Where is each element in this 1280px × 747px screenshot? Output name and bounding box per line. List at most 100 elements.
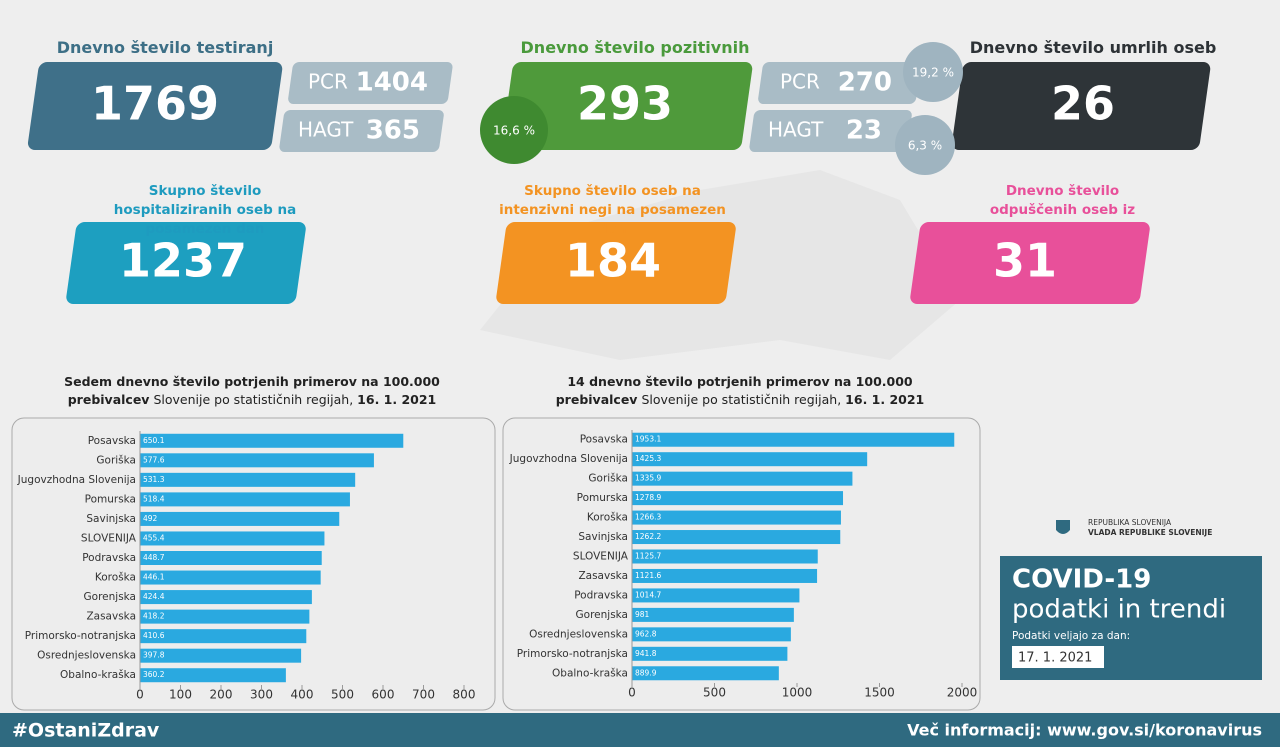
title-rest: Slovenije po statističnih regijah, [641, 392, 842, 407]
bar [140, 472, 356, 487]
share: 6,3 % [908, 139, 942, 153]
label: PCR [308, 70, 348, 94]
logo-text: REPUBLIKA SLOVENIJA [1088, 518, 1172, 527]
card [758, 62, 921, 104]
card-title: Dnevno število testiranj [56, 38, 274, 57]
label: HAGT [298, 118, 354, 142]
card-title: Dnevno število pozitivnih [520, 38, 750, 57]
value-label: 455.4 [143, 533, 165, 542]
bar [632, 471, 853, 486]
card-title: Dnevno število odpuščenih oseb iz bolniš… [989, 183, 1136, 237]
x-tick-label: 0 [628, 686, 636, 700]
category-label: Osrednjeslovenska [37, 650, 136, 662]
category-label: Osrednjeslovenska [529, 628, 628, 640]
share: 19,2 % [912, 66, 954, 80]
title-date: 16. 1. 2021 [845, 392, 925, 407]
value-label: 889.9 [635, 668, 657, 677]
value-label: 1953.1 [635, 435, 661, 444]
share-circle [903, 42, 963, 102]
category-label: Pomurska [85, 493, 136, 505]
bar [140, 433, 404, 448]
value-label: 1278.9 [635, 493, 661, 502]
bar [632, 646, 788, 661]
x-tick-label: 200 [210, 688, 233, 702]
value: 293 [577, 77, 673, 131]
card [288, 62, 453, 104]
category-label: Primorsko-notranjska [517, 648, 628, 660]
category-label: SLOVENIJA [573, 551, 629, 563]
value: 26 [1051, 77, 1115, 131]
bar [140, 590, 312, 605]
value-label: 1266.3 [635, 513, 661, 522]
x-tick-label: 2000 [947, 686, 978, 700]
x-tick-label: 500 [703, 686, 726, 700]
category-label: Goriška [588, 473, 628, 485]
bar [632, 491, 844, 506]
category-label: Primorsko-notranjska [25, 630, 136, 642]
chart-frame [502, 417, 981, 711]
logo-text: VLADA REPUBLIKE SLOVENIJE [1088, 528, 1212, 537]
card [910, 222, 1150, 304]
bar [632, 588, 800, 603]
value: 1237 [119, 234, 247, 288]
card-title: Skupno število oseb na intenzivni negi n… [499, 183, 726, 237]
category-label: Obalno-kraška [552, 667, 628, 679]
value-label: 1335.9 [635, 474, 661, 483]
value-label: 650.1 [143, 436, 165, 445]
value-label: 410.6 [143, 631, 165, 640]
value-label: 418.2 [143, 612, 165, 621]
x-tick-label: 1000 [782, 686, 813, 700]
covid-title: COVID-19 [1012, 565, 1151, 595]
label: HAGT [768, 118, 824, 142]
bar [632, 510, 841, 525]
chart-title: 14 dnevno število potrjenih primerov na … [530, 373, 950, 409]
title-date: 16. 1. 2021 [357, 392, 437, 407]
bar [140, 531, 325, 546]
bar [632, 568, 818, 583]
bar [140, 453, 374, 468]
value: 270 [838, 68, 892, 98]
value-label: 941.8 [635, 649, 657, 658]
value-label: 1014.7 [635, 590, 661, 599]
category-label: Koroška [95, 572, 136, 584]
valid-date: 17. 1. 2021 [1018, 651, 1092, 666]
value-label: 448.7 [143, 553, 165, 562]
footer [0, 713, 1280, 747]
category-label: Posavska [580, 434, 628, 446]
value-label: 1425.3 [635, 454, 661, 463]
label: PCR [780, 70, 820, 94]
bar [140, 492, 350, 507]
bar [632, 627, 791, 642]
category-label: Gorenjska [84, 591, 136, 603]
category-label: Obalno-kraška [60, 669, 136, 681]
value-label: 577.6 [143, 455, 165, 464]
covid-subtitle: podatki in trendi [1012, 595, 1226, 625]
value-label: 531.3 [143, 475, 165, 484]
sub-values: PCR 1404 HAGT 365 PCR 270 HAGT 23 16,6 %… [298, 66, 954, 153]
x-tick-label: 300 [250, 688, 273, 702]
category-label: Gorenjska [576, 609, 628, 621]
value: 365 [366, 116, 420, 146]
category-label: Posavska [88, 435, 136, 447]
value-label: 492 [143, 514, 158, 523]
value-label: 397.8 [143, 651, 165, 660]
card [496, 222, 736, 304]
card-title: Skupno število hospitaliziranih oseb na … [113, 183, 297, 237]
x-tick-label: 100 [169, 688, 192, 702]
bar [632, 432, 955, 447]
category-label: Zasavska [86, 611, 136, 623]
category-label: Jugovzhodna Slovenija [17, 474, 136, 486]
info: Več informacij: www.gov.si/koronavirus [907, 721, 1262, 740]
date-box [1012, 646, 1104, 668]
x-tick-label: 800 [453, 688, 476, 702]
card [66, 222, 306, 304]
category-label: Podravska [574, 589, 628, 601]
card-title: Dnevno število umrlih oseb [969, 38, 1217, 57]
bar [140, 511, 340, 526]
bar [140, 668, 286, 683]
category-label: Goriška [96, 454, 136, 466]
category-label: SLOVENIJA [81, 532, 137, 544]
category-label: Jugovzhodna Slovenija [509, 453, 628, 465]
card [27, 62, 283, 150]
